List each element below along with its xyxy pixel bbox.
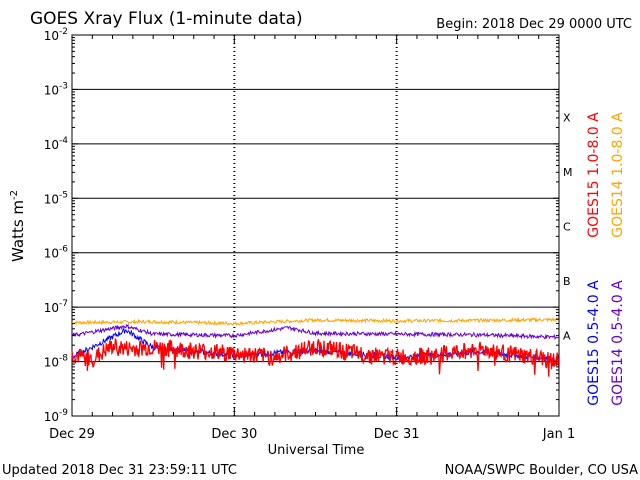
y-tick-label: 10-6 (44, 245, 69, 261)
legend-entry: GOES15 1.0-8.0 A (586, 112, 602, 238)
begin-time: Begin: 2018 Dec 29 0000 UTC (436, 17, 632, 32)
flare-class-label: A (563, 329, 571, 342)
y-axis-label-sup: -2 (9, 190, 20, 200)
y-axis-label: Watts m-2 (9, 190, 27, 262)
series-line-goes15-1-0-8-0-a (71, 338, 560, 377)
x-tick-label: Dec 30 (211, 427, 257, 442)
y-axis-ticks: 10-2 10-3 10-4 10-5 10-6 10-7 10-8 10-9 (44, 27, 559, 424)
y-tick-label: 10-4 (44, 136, 69, 152)
series-line-goes14-1-0-8-0-a (71, 317, 559, 327)
series-line-goes14-0-5-4-0-a (71, 323, 559, 341)
grid-layer (72, 35, 559, 416)
x-tick-label: Dec 31 (374, 427, 420, 442)
x-axis-ticks: Dec 29 Dec 30 Dec 31 Jan 1 (49, 35, 575, 442)
y-tick-label: 10-9 (44, 408, 69, 424)
y-tick-label: 10-2 (44, 27, 68, 43)
y-axis-label-base: Watts m (9, 200, 27, 262)
flare-class-label: M (563, 166, 573, 179)
plot-frame (71, 34, 560, 417)
series-layer (71, 317, 560, 377)
legend-entry: GOES14 0.5-4.0 A (610, 280, 626, 406)
y-tick-label: 10-8 (44, 354, 69, 370)
y-tick-label: 10-5 (44, 190, 68, 206)
y-tick-label: 10-3 (44, 81, 68, 97)
legend: GOES15 1.0-8.0 A GOES14 1.0-8.0 A GOES15 0… (586, 112, 626, 406)
legend-entry: GOES14 1.0-8.0 A (610, 112, 626, 238)
legend-entry: GOES15 0.5-4.0 A (586, 280, 602, 406)
chart-title: GOES Xray Flux (1-minute data) (30, 9, 303, 29)
flare-class-label: C (563, 221, 571, 234)
x-tick-label: Jan 1 (542, 427, 575, 442)
x-tick-label: Dec 29 (49, 427, 95, 442)
plot-area (71, 34, 560, 417)
y-tick-label: 10-7 (44, 299, 68, 315)
x-axis-label: Universal Time (268, 443, 365, 458)
flare-class-label: X (563, 112, 571, 125)
flare-class-labels: X M C B A (563, 112, 573, 343)
updated-timestamp: Updated 2018 Dec 31 23:59:11 UTC (2, 463, 237, 478)
credit-text: NOAA/SWPC Boulder, CO USA (445, 463, 638, 478)
flare-class-label: B (563, 275, 571, 288)
